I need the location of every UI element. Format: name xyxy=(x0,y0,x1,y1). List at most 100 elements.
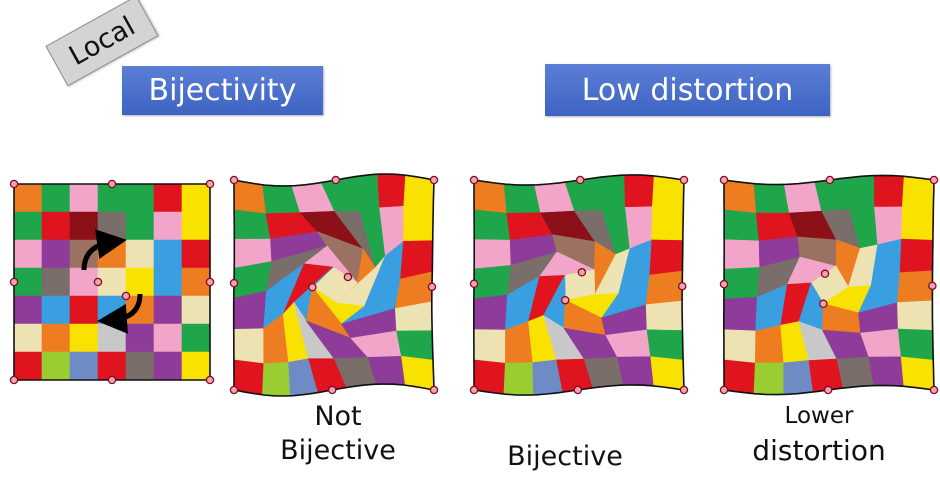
grid-cell xyxy=(723,296,758,332)
grid-cell xyxy=(153,183,183,213)
grid-cell xyxy=(153,351,183,381)
grid-cell xyxy=(473,209,511,241)
grid-cell xyxy=(723,209,760,242)
lower-caption-line2: distortion xyxy=(752,433,886,467)
grid-cell xyxy=(125,183,155,213)
grid-cell xyxy=(153,295,183,325)
grid-cell xyxy=(125,323,155,353)
grid-cell xyxy=(181,211,211,241)
vertex-marker xyxy=(928,281,937,291)
vertex-marker xyxy=(469,279,479,289)
grid-cell xyxy=(181,239,211,269)
vertex-marker xyxy=(205,179,215,189)
grid-cell xyxy=(233,328,265,365)
bijective-caption: Bijective xyxy=(507,441,623,472)
bijectivity-title: Bijectivity xyxy=(122,66,323,115)
grid-cell xyxy=(69,183,99,213)
grid-cell xyxy=(649,239,684,276)
grid-cell xyxy=(645,300,683,331)
grid-cell xyxy=(153,323,183,353)
vertex-marker xyxy=(577,268,587,277)
vertex-marker xyxy=(121,291,131,301)
not-bijective-mapping xyxy=(229,173,439,397)
grid-cell xyxy=(503,362,534,396)
grid-cell xyxy=(874,206,903,246)
grid-cell xyxy=(125,211,155,241)
grid-cell xyxy=(69,211,99,241)
vertex-marker xyxy=(427,282,437,292)
vertex-marker xyxy=(820,269,830,279)
vertex-marker xyxy=(719,175,729,185)
grid-cell xyxy=(181,295,211,325)
grid-cell xyxy=(473,179,508,214)
grid-cell xyxy=(181,183,211,213)
grid-cell xyxy=(97,211,127,241)
not-bijective-caption: Not Bijective xyxy=(280,401,396,466)
vertex-marker xyxy=(929,385,939,395)
rotation-arrow-icon xyxy=(97,293,143,334)
grid-cell xyxy=(13,323,43,353)
grid-cell xyxy=(901,176,935,211)
vertex-marker xyxy=(229,385,239,395)
grid-cell xyxy=(899,238,934,274)
grid-cell xyxy=(473,329,506,364)
grid-cell xyxy=(783,360,814,395)
grid-cell xyxy=(651,206,684,241)
vertex-marker xyxy=(229,278,239,288)
grid-cell xyxy=(262,361,291,397)
grid-cell xyxy=(181,351,211,381)
grid-cell xyxy=(403,205,434,242)
vertex-marker xyxy=(679,385,689,395)
vertex-marker xyxy=(327,385,337,395)
grid-cell xyxy=(41,211,71,241)
vertex-marker xyxy=(573,385,583,395)
vertex-marker xyxy=(205,277,215,287)
vertex-marker xyxy=(929,175,939,185)
grid-cell xyxy=(646,329,684,361)
vertex-marker xyxy=(575,175,585,185)
grid-cell xyxy=(723,329,757,364)
grid-cell xyxy=(69,295,99,325)
grid-cell xyxy=(41,267,71,297)
grid-cell xyxy=(377,173,406,209)
grid-cell xyxy=(153,211,183,241)
grid-cell xyxy=(41,351,71,381)
grid-cell xyxy=(901,206,934,241)
grid-cell xyxy=(873,175,905,208)
vertex-marker xyxy=(205,375,215,385)
grid-cell xyxy=(69,351,99,381)
vertex-marker xyxy=(719,279,729,289)
vertex-marker xyxy=(677,281,687,291)
grid-cell xyxy=(125,267,155,297)
lower-caption-line1: Lower xyxy=(784,403,854,429)
grid-cell xyxy=(754,324,785,364)
grid-cell xyxy=(403,174,435,211)
grid-cell xyxy=(868,356,905,387)
grid-cell xyxy=(624,174,655,208)
vertex-marker xyxy=(469,175,479,185)
grid-cell xyxy=(723,239,761,270)
grid-cell xyxy=(233,359,265,396)
grid-cell xyxy=(897,270,933,303)
grid-cell xyxy=(723,179,757,214)
grid-cell xyxy=(897,328,934,361)
grid-cell xyxy=(41,295,71,325)
grid-cell xyxy=(13,183,43,213)
grid-cell xyxy=(617,356,655,387)
vertex-marker xyxy=(107,179,117,189)
vertex-marker xyxy=(819,299,828,309)
grid-cell xyxy=(41,323,71,353)
grid-cell xyxy=(125,239,155,269)
grid-cell xyxy=(125,351,155,381)
bijective-mapping xyxy=(469,174,689,396)
vertex-marker xyxy=(429,385,439,395)
grid-cell xyxy=(233,209,271,240)
vertex-marker xyxy=(93,277,103,287)
grid-cell xyxy=(41,183,71,213)
grid-cell xyxy=(153,267,183,297)
grid-cell xyxy=(723,359,756,394)
vertex-marker xyxy=(823,385,833,395)
grid-cell xyxy=(41,239,71,269)
vertex-marker xyxy=(229,175,239,185)
vertex-marker xyxy=(308,282,317,292)
